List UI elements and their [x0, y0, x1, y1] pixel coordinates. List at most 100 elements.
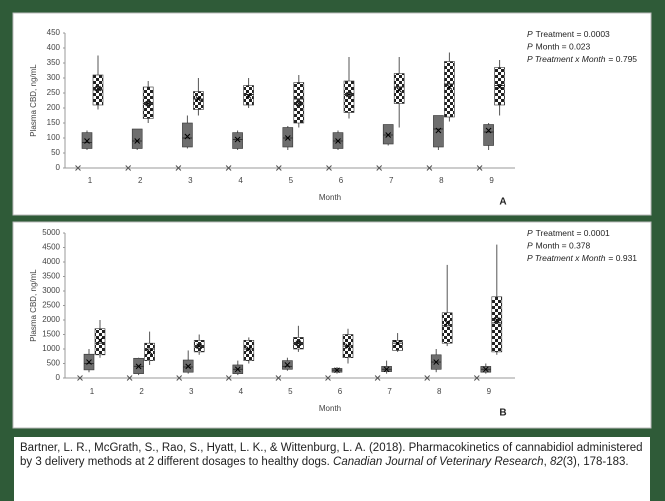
mean-marker: [234, 366, 241, 373]
box: [343, 80, 355, 113]
box: [131, 128, 143, 149]
annotation-text: Treatment = 0.0001: [536, 228, 610, 238]
y-tick-label: 100: [47, 133, 61, 142]
x-axis-label: Month: [319, 193, 341, 202]
mean-marker: [95, 85, 101, 92]
mean-marker: [225, 165, 232, 171]
y-tick-label: 250: [47, 88, 61, 97]
box: [483, 124, 494, 146]
y-tick-label: 5000: [42, 228, 60, 237]
panel-label: B: [499, 408, 506, 419]
box: [282, 127, 294, 148]
mean-marker: [134, 138, 141, 144]
mean-marker: [185, 363, 192, 370]
y-tick-label: 3500: [42, 272, 60, 281]
mean-marker: [485, 127, 492, 134]
y-tick-label: 4000: [42, 257, 60, 266]
mean-marker: [175, 165, 182, 171]
box: [393, 73, 405, 104]
x-tick-label: 8: [437, 387, 442, 396]
annotation-italic: P: [527, 241, 533, 251]
annotation-text: Treatment = 0.0003: [536, 29, 610, 39]
mean-marker: [346, 91, 352, 98]
citation: Bartner, L. R., McGrath, S., Rao, S., Hy…: [14, 437, 650, 501]
mean-marker: [476, 165, 483, 171]
mean-marker: [184, 133, 191, 140]
x-tick-label: 4: [238, 176, 243, 185]
y-tick-label: 2000: [42, 315, 60, 324]
x-tick-label: 1: [88, 176, 93, 185]
box: [441, 312, 453, 344]
citation-part: (3), 178-183.: [562, 456, 629, 468]
mean-marker: [374, 375, 381, 381]
mean-marker: [284, 135, 291, 141]
y-axis-label: Plasma CBD, ng/mL: [29, 64, 38, 137]
annotation-italic: P: [527, 228, 533, 238]
y-tick-label: 450: [47, 28, 61, 37]
x-tick-label: 6: [339, 176, 344, 185]
mean-marker: [473, 375, 480, 381]
box: [494, 67, 505, 106]
mean-marker: [295, 100, 302, 107]
mean-marker: [126, 375, 133, 381]
box: [293, 82, 305, 124]
mean-marker: [383, 366, 390, 373]
mean-marker: [394, 340, 401, 347]
y-tick-label: 400: [47, 43, 61, 52]
mean-marker: [446, 84, 453, 90]
x-tick-label: 2: [139, 387, 144, 396]
x-tick-label: 7: [389, 176, 394, 185]
x-tick-label: 6: [338, 387, 343, 396]
mean-marker: [97, 337, 103, 344]
y-tick-label: 2500: [42, 301, 60, 310]
mean-marker: [295, 340, 302, 347]
box: [392, 339, 403, 351]
annotation-text: Month = 0.378: [536, 241, 591, 251]
mean-marker: [196, 343, 203, 349]
annotation-italic: P: [527, 42, 533, 52]
mean-marker: [145, 100, 152, 107]
mean-marker: [77, 375, 83, 381]
x-tick-label: 9: [489, 176, 494, 185]
x-tick-label: 2: [138, 176, 143, 185]
citation-part: ,: [543, 456, 550, 468]
y-tick-label: 300: [47, 73, 61, 82]
mean-marker: [493, 317, 500, 323]
mean-marker: [334, 367, 340, 374]
box: [94, 328, 106, 356]
x-tick-label: 9: [487, 387, 492, 396]
panel-label: A: [499, 197, 506, 208]
annotation: P Treatment = 0.0003: [527, 29, 610, 39]
mean-marker: [433, 359, 440, 365]
y-tick-label: 4500: [42, 243, 60, 252]
x-tick-label: 3: [189, 387, 194, 396]
mean-marker: [84, 138, 90, 144]
citation-part: Canadian Journal of Veterinary Research: [333, 456, 544, 468]
mean-marker: [345, 343, 351, 349]
y-tick-label: 1500: [42, 330, 60, 339]
panel-a: [12, 12, 652, 216]
annotation-italic: P Treatment x Month: [527, 253, 606, 263]
mean-marker: [426, 165, 433, 171]
mean-marker: [325, 375, 331, 381]
box: [182, 122, 193, 148]
citation-part: 82: [549, 456, 563, 468]
box: [142, 86, 154, 119]
mean-marker: [275, 375, 282, 381]
mean-marker: [496, 84, 503, 90]
x-tick-label: 5: [288, 387, 293, 396]
mean-marker: [86, 359, 92, 365]
y-tick-label: 0: [56, 163, 61, 172]
annotation-text: = 0.795: [608, 54, 637, 64]
mean-marker: [146, 349, 153, 355]
x-tick-label: 3: [188, 176, 193, 185]
mean-marker: [234, 136, 241, 143]
mean-marker: [75, 165, 81, 171]
y-tick-label: 3000: [42, 286, 60, 295]
mean-marker: [245, 93, 252, 99]
mean-marker: [195, 96, 202, 102]
mean-marker: [435, 127, 442, 134]
mean-marker: [326, 165, 332, 171]
